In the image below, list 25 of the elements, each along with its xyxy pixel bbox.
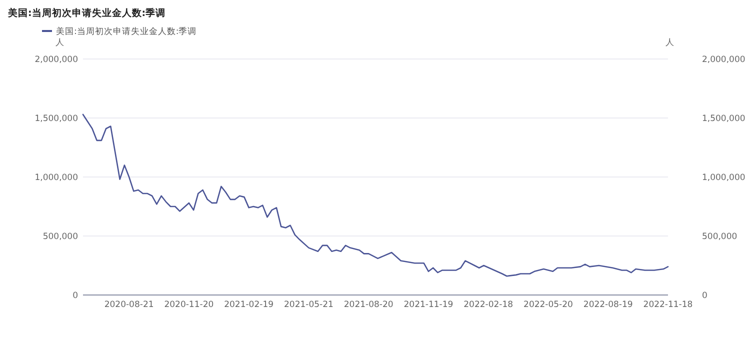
y2-tick-label: 1,000,000 [702,173,746,183]
y2-tick-label: 2,000,000 [702,55,746,65]
x-tick-label: 2021-05-21 [284,300,334,310]
x-tick-label: 2020-11-20 [164,300,214,310]
y-axis-title: 人 [56,37,64,48]
y2-tick-label: 500,000 [702,232,738,242]
y-tick-label: 0 [72,291,78,301]
x-tick-label: 2022-02-18 [464,300,514,310]
legend-label: 美国:当周初次申请失业金人数:季调 [56,26,197,37]
x-tick-label: 2022-08-19 [583,300,633,310]
y-tick-label: 1,500,000 [34,114,78,124]
x-tick-label: 2021-08-20 [344,300,394,310]
chart-title: 美国:当周初次申请失业金人数:季调 [7,7,166,19]
x-tick-label: 2022-05-20 [524,300,573,310]
y2-axis-title: 人 [666,37,674,48]
line-series [82,114,669,277]
x-tick-label: 2020-08-21 [104,300,154,310]
x-tick-label: 2021-02-19 [224,300,274,310]
y-tick-label: 1,000,000 [34,173,78,183]
y-tick-label: 500,000 [42,232,78,242]
y2-tick-label: 1,500,000 [702,114,746,124]
x-tick-label: 2022-11-18 [643,300,693,310]
y-tick-label: 2,000,000 [34,55,78,65]
x-tick-label: 2021-11-19 [404,300,454,310]
y2-tick-label: 0 [702,291,708,301]
